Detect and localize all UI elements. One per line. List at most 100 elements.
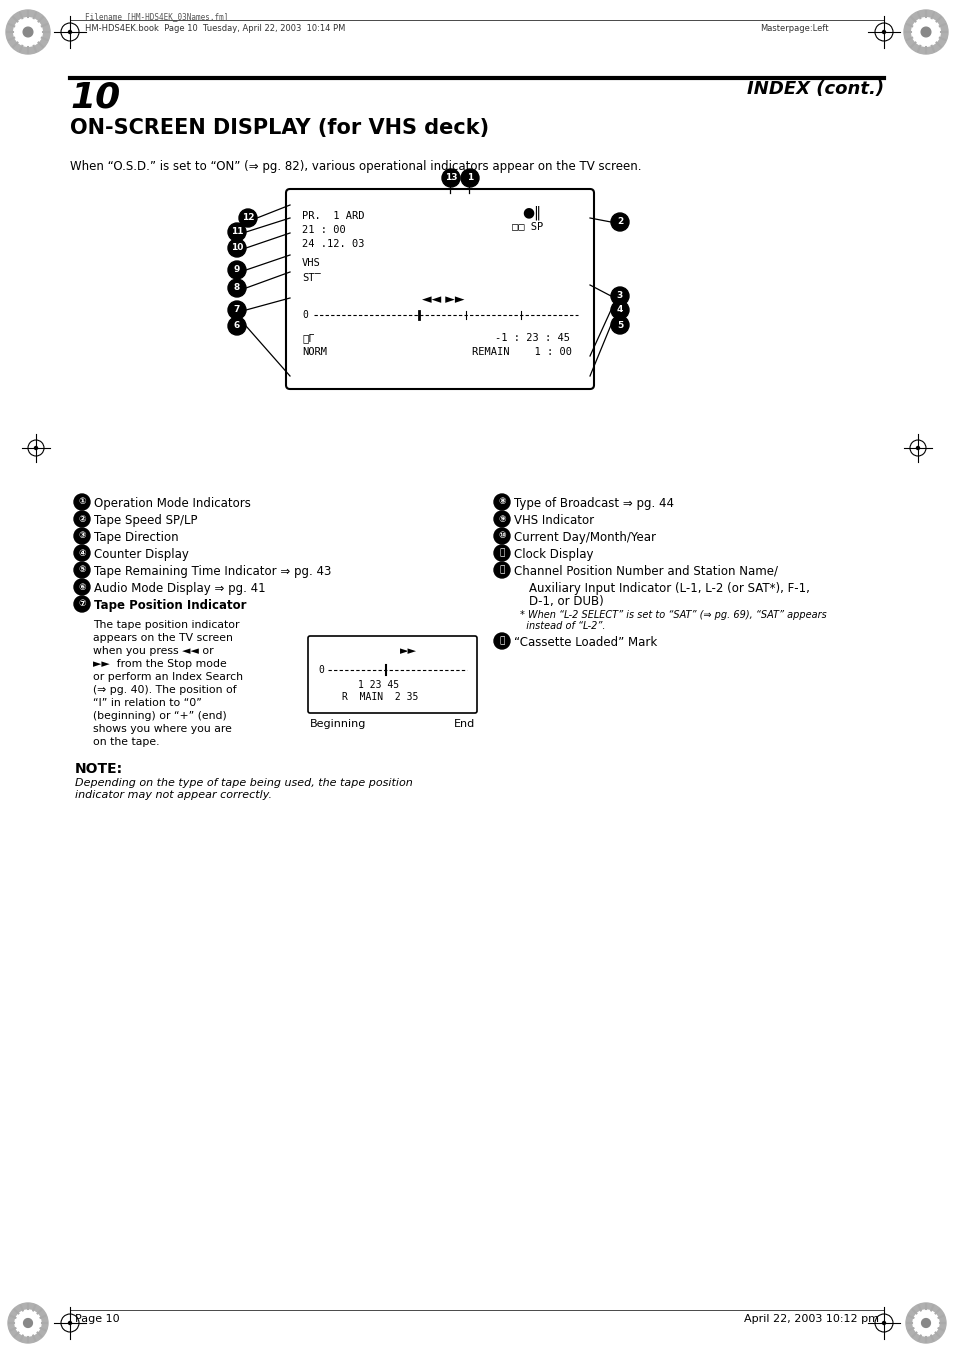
Text: ⑬: ⑬: [498, 636, 504, 646]
Text: Depending on the type of tape being used, the tape position
indicator may not ap: Depending on the type of tape being used…: [75, 778, 413, 800]
Text: End: End: [454, 719, 475, 730]
Text: ⑪: ⑪: [498, 549, 504, 558]
Text: ●‖: ●‖: [521, 205, 540, 219]
Text: (beginning) or “+” (end): (beginning) or “+” (end): [92, 711, 227, 721]
Text: ③: ③: [78, 531, 86, 540]
Text: 3: 3: [617, 292, 622, 300]
Circle shape: [494, 544, 510, 561]
Text: 4: 4: [617, 305, 622, 315]
Circle shape: [74, 494, 90, 509]
Text: Counter Display: Counter Display: [94, 549, 189, 561]
Circle shape: [15, 1310, 41, 1336]
Text: INDEX (cont.): INDEX (cont.): [746, 80, 883, 99]
Circle shape: [610, 316, 628, 334]
Text: April 22, 2003 10:12 pm: April 22, 2003 10:12 pm: [743, 1315, 878, 1324]
Circle shape: [24, 1319, 32, 1328]
Circle shape: [74, 528, 90, 544]
Circle shape: [239, 209, 256, 227]
Circle shape: [460, 169, 478, 186]
Circle shape: [74, 511, 90, 527]
Text: Tape Direction: Tape Direction: [94, 531, 178, 544]
Text: Masterpage:Left: Masterpage:Left: [760, 24, 827, 32]
Text: or perform an Index Search: or perform an Index Search: [92, 671, 243, 682]
Text: NORM: NORM: [302, 347, 327, 357]
Text: Tape Remaining Time Indicator ⇒ pg. 43: Tape Remaining Time Indicator ⇒ pg. 43: [94, 565, 331, 578]
Text: R  MAIN  2 35: R MAIN 2 35: [341, 692, 418, 703]
Text: ST̅: ST̅: [302, 273, 320, 282]
Text: Auxiliary Input Indicator (L-1, L-2 (or SAT*), F-1,: Auxiliary Input Indicator (L-1, L-2 (or …: [514, 582, 809, 594]
Text: 5: 5: [617, 320, 622, 330]
Text: Page 10: Page 10: [75, 1315, 119, 1324]
Circle shape: [911, 18, 940, 46]
Text: VHS Indicator: VHS Indicator: [514, 513, 594, 527]
Text: when you press ◄◄ or: when you press ◄◄ or: [92, 646, 213, 657]
Circle shape: [228, 223, 246, 240]
Circle shape: [228, 280, 246, 297]
Circle shape: [912, 1310, 938, 1336]
Circle shape: [13, 18, 42, 46]
Text: 6: 6: [233, 322, 240, 331]
Text: Clock Display: Clock Display: [514, 549, 593, 561]
Text: 21 : 00: 21 : 00: [302, 226, 345, 235]
Circle shape: [228, 239, 246, 257]
Text: 0: 0: [302, 309, 308, 320]
Text: D-1, or DUB): D-1, or DUB): [514, 594, 603, 608]
Circle shape: [23, 27, 32, 36]
Text: ►►  from the Stop mode: ►► from the Stop mode: [92, 659, 227, 669]
Text: VHS: VHS: [302, 258, 320, 267]
Text: ⅡΓ: ⅡΓ: [302, 332, 314, 343]
Text: on the tape.: on the tape.: [92, 738, 159, 747]
Circle shape: [8, 1302, 48, 1343]
Circle shape: [74, 562, 90, 578]
Text: 13: 13: [444, 173, 456, 182]
Text: shows you where you are: shows you where you are: [92, 724, 232, 734]
Text: HM-HDS4EK.book  Page 10  Tuesday, April 22, 2003  10:14 PM: HM-HDS4EK.book Page 10 Tuesday, April 22…: [85, 24, 345, 32]
Text: Channel Position Number and Station Name/: Channel Position Number and Station Name…: [514, 565, 778, 578]
Circle shape: [882, 1321, 884, 1324]
Circle shape: [921, 27, 930, 36]
Text: Tape Position Indicator: Tape Position Indicator: [94, 598, 246, 612]
FancyBboxPatch shape: [286, 189, 594, 389]
Text: appears on the TV screen: appears on the TV screen: [92, 634, 233, 643]
Circle shape: [69, 1321, 71, 1324]
Circle shape: [6, 9, 50, 54]
Text: ①: ①: [78, 497, 86, 507]
Circle shape: [494, 494, 510, 509]
Text: “Cassette Loaded” Mark: “Cassette Loaded” Mark: [514, 636, 657, 648]
Text: “I” in relation to “0”: “I” in relation to “0”: [92, 698, 202, 708]
Text: Audio Mode Display ⇒ pg. 41: Audio Mode Display ⇒ pg. 41: [94, 582, 265, 594]
Text: ②: ②: [78, 515, 86, 523]
Circle shape: [610, 213, 628, 231]
Circle shape: [494, 634, 510, 648]
Text: Type of Broadcast ⇒ pg. 44: Type of Broadcast ⇒ pg. 44: [514, 497, 673, 509]
Text: When “O.S.D.” is set to “ON” (⇒ pg. 82), various operational indicators appear o: When “O.S.D.” is set to “ON” (⇒ pg. 82),…: [70, 159, 640, 173]
Text: 10: 10: [70, 80, 120, 113]
Text: (⇒ pg. 40). The position of: (⇒ pg. 40). The position of: [92, 685, 236, 694]
Text: 0: 0: [317, 665, 323, 676]
Text: 2: 2: [617, 218, 622, 227]
Text: NOTE:: NOTE:: [75, 762, 123, 775]
Circle shape: [916, 446, 919, 450]
Circle shape: [610, 286, 628, 305]
Text: ON-SCREEN DISPLAY (for VHS deck): ON-SCREEN DISPLAY (for VHS deck): [70, 118, 489, 138]
Text: Tape Speed SP/LP: Tape Speed SP/LP: [94, 513, 197, 527]
Text: 7: 7: [233, 305, 240, 315]
Text: REMAIN    1 : 00: REMAIN 1 : 00: [472, 347, 572, 357]
Text: Beginning: Beginning: [310, 719, 366, 730]
Text: ⑩: ⑩: [497, 531, 505, 540]
Circle shape: [228, 301, 246, 319]
Circle shape: [494, 528, 510, 544]
Text: Filename [HM-HDS4EK_03Names.fm]: Filename [HM-HDS4EK_03Names.fm]: [85, 12, 228, 22]
Text: Operation Mode Indicators: Operation Mode Indicators: [94, 497, 251, 509]
Text: □□ SP: □□ SP: [512, 222, 542, 231]
Text: 12: 12: [241, 213, 254, 223]
Text: ⑦: ⑦: [78, 600, 86, 608]
Text: 9: 9: [233, 266, 240, 274]
Circle shape: [905, 1302, 945, 1343]
Circle shape: [903, 9, 947, 54]
Text: 11: 11: [231, 227, 243, 236]
Circle shape: [494, 511, 510, 527]
Text: instead of “L-2”.: instead of “L-2”.: [519, 621, 605, 631]
Text: ⑧: ⑧: [497, 497, 505, 507]
Text: -1 : 23 : 45: -1 : 23 : 45: [495, 332, 569, 343]
